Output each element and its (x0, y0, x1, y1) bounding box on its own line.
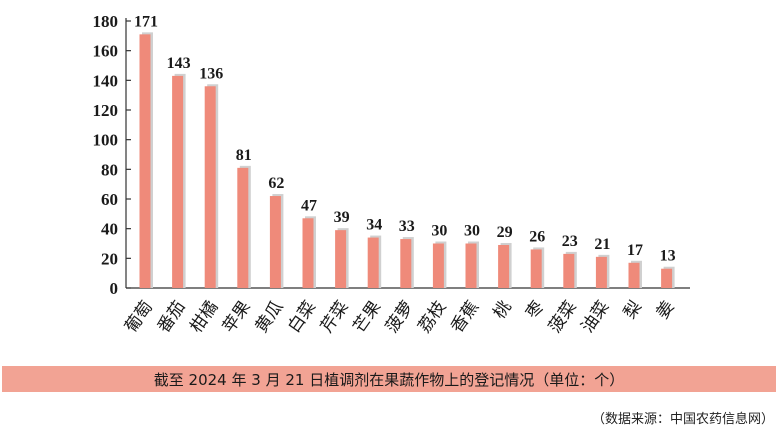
x-tick-label: 葡萄 (121, 297, 157, 336)
caption-band: 截至 2024 年 3 月 21 日植调剂在果蔬作物上的登记情况（单位：个） (2, 366, 776, 392)
y-tick-label: 40 (101, 220, 118, 239)
y-tick-label: 180 (93, 12, 119, 31)
value-label: 62 (268, 175, 284, 192)
y-tick-label: 80 (101, 160, 118, 179)
bar (530, 249, 542, 288)
y-tick-label: 0 (110, 279, 119, 298)
x-tick-label: 白菜 (284, 297, 320, 336)
y-tick-label: 60 (101, 190, 118, 209)
value-label: 171 (134, 13, 158, 30)
value-label: 13 (660, 248, 676, 265)
x-tick-label: 菠萝 (382, 297, 418, 336)
bar (400, 239, 412, 288)
bar (563, 253, 575, 288)
value-label: 17 (627, 242, 643, 259)
value-label: 39 (334, 209, 350, 226)
bar (335, 230, 347, 288)
bar-chart: 0 20 40 60 80 100 120 140 160 180 171 143 136 81 62 47… (93, 12, 690, 337)
y-tick-label: 140 (93, 71, 119, 90)
x-tick-label: 梨 (620, 297, 646, 322)
chart-title: 截至 2024 年 3 月 21 日植调剂在果蔬作物上的登记情况（单位：个） (153, 370, 625, 389)
bar (204, 86, 216, 289)
bar (302, 218, 314, 288)
x-axis-labels: 葡萄番茄柑橘苹果黄瓜白菜芹菜芒果菠萝荔枝香蕉桃枣菠菜油菜梨姜 (121, 297, 678, 336)
bar (367, 237, 379, 288)
bar (498, 244, 510, 288)
bars (139, 32, 675, 289)
bar (237, 167, 249, 288)
bar (172, 75, 184, 288)
x-tick-label: 苹果 (219, 297, 255, 336)
x-tick-label: 芒果 (349, 297, 385, 336)
bar (269, 196, 281, 288)
bar (465, 243, 477, 288)
x-tick-label: 油菜 (578, 297, 614, 336)
value-label: 30 (464, 223, 480, 240)
value-label: 47 (301, 197, 317, 214)
bar (139, 34, 151, 288)
value-label: 29 (497, 224, 513, 241)
value-label: 21 (594, 236, 610, 253)
y-tick-label: 120 (93, 101, 119, 120)
x-tick-label: 姜 (653, 297, 679, 322)
value-label: 26 (529, 228, 545, 245)
bar (661, 268, 673, 288)
x-tick-label: 荔枝 (415, 297, 451, 336)
x-tick-label: 枣 (522, 297, 548, 322)
x-tick-label: 香蕉 (447, 297, 483, 336)
bar (628, 262, 640, 288)
x-tick-label: 柑橘 (186, 297, 222, 336)
value-label: 34 (366, 217, 382, 234)
value-label: 30 (431, 223, 447, 240)
x-tick-label: 菠菜 (545, 297, 581, 336)
value-label: 143 (167, 55, 191, 72)
y-tick-label: 100 (93, 131, 119, 150)
value-label: 33 (399, 218, 415, 235)
value-label: 81 (236, 147, 252, 164)
value-label: 23 (562, 233, 578, 250)
value-labels: 171 143 136 81 62 47 39 34 33 30 30 29 26 23 21 17 13 (134, 13, 676, 264)
bar (432, 243, 444, 288)
x-tick-label: 黄瓜 (252, 297, 288, 336)
value-label: 136 (199, 65, 223, 82)
x-tick-label: 番茄 (154, 297, 190, 336)
x-tick-label: 桃 (490, 297, 516, 322)
data-source: （数据来源：中国农药信息网） (591, 412, 774, 427)
y-tick-label: 20 (101, 249, 118, 268)
bar (595, 256, 607, 288)
y-tick-label: 160 (93, 42, 119, 61)
x-tick-label: 芹菜 (317, 297, 353, 336)
